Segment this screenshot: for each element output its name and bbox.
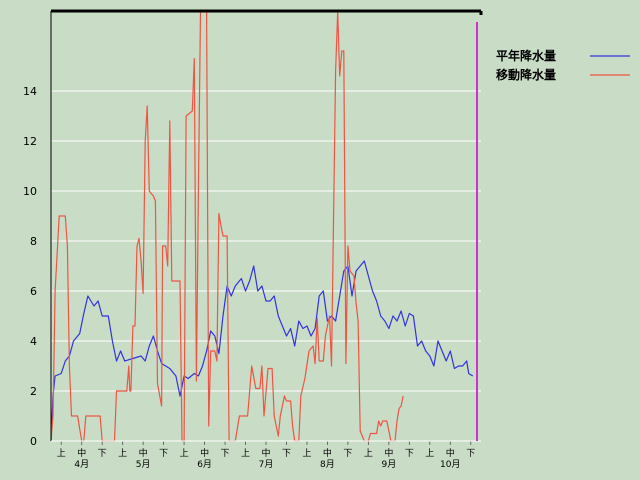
series-line-1 [50,260,474,442]
x-dekad-label: 中 [446,447,455,459]
x-dekad-label: 中 [200,447,209,459]
x-dekad-label: 中 [323,447,332,459]
x-month-label: 5月 [136,459,151,470]
x-month-label: 8月 [320,459,335,470]
x-dekad-label: 下 [98,449,107,459]
y-tick-label: 12 [23,135,37,148]
legend-label-1: 平年降水量 [496,48,556,63]
x-axis-ticks: 上中下上中下上中下上中下上中下上中下上中下4月 5月 6月 7月 8月 9月 10月 [57,441,475,470]
x-month-label: 7月 [259,459,274,470]
y-tick-label: 6 [30,285,37,298]
y-tick-label: 10 [23,185,37,198]
x-dekad-label: 下 [282,449,291,459]
series-lines [50,10,474,442]
y-tick-label: 8 [30,235,37,248]
x-dekad-label: 下 [221,449,230,459]
x-dekad-label: 上 [118,448,127,459]
x-month-label: 9月 [381,459,396,470]
x-month-label: 4月 [74,459,89,470]
x-dekad-label: 下 [466,449,475,459]
x-dekad-label: 中 [139,447,148,459]
y-tick-label: 2 [30,385,37,398]
x-dekad-label: 中 [261,447,270,459]
y-tick-label: 4 [30,335,37,348]
series-line-2 [50,10,404,442]
x-month-label: 6月 [197,459,212,470]
x-dekad-label: 上 [57,448,66,459]
x-dekad-label: 下 [343,449,352,459]
x-month-label: 10月 [440,459,460,470]
plot-frame [50,9,483,442]
x-dekad-label: 上 [302,448,311,459]
x-dekad-label: 中 [77,447,86,459]
x-dekad-label: 下 [405,449,414,459]
x-dekad-label: 上 [241,448,250,459]
y-tick-label: 14 [23,85,37,98]
legend-label-2: 移動降水量 [496,67,556,82]
y-axis-ticks: 0 2 4 6 8 10 12 14 [23,85,37,448]
x-dekad-label: 中 [384,447,393,459]
x-dekad-label: 上 [364,448,373,459]
y-tick-label: 0 [30,435,37,448]
x-dekad-label: 上 [180,448,189,459]
x-dekad-label: 上 [425,448,434,459]
x-dekad-label: 下 [159,449,168,459]
